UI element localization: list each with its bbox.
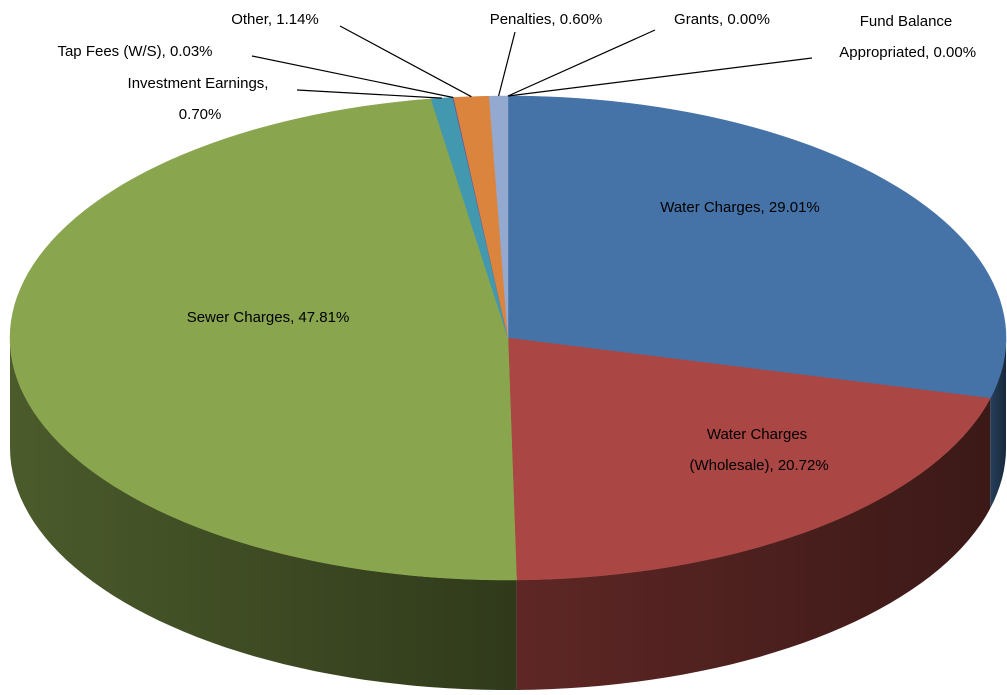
data-label: Grants, 0.00% (674, 11, 770, 28)
label-line: Fund Balance (860, 13, 953, 30)
data-label: Water Charges, 29.01% (660, 199, 820, 216)
data-label: Investment Earnings, 0.70% (128, 75, 269, 123)
label-line: Water Charges (707, 426, 807, 443)
data-label: Water Charges (Wholesale), 20.72% (685, 426, 828, 474)
leader-line (507, 29, 656, 97)
pie-slice (507, 95, 1007, 399)
data-label: Other, 1.14% (231, 11, 319, 28)
data-label: Penalties, 0.60% (490, 11, 603, 28)
pie-side (516, 398, 991, 690)
leader-line (339, 25, 472, 98)
data-label: Tap Fees (W/S), 0.03% (57, 43, 212, 60)
pie-slice (9, 98, 517, 581)
data-label: Fund Balance Appropriated, 0.00% (836, 13, 976, 61)
data-label: Sewer Charges, 47.81% (187, 309, 350, 326)
pie-side (990, 338, 1006, 509)
leader-line (296, 89, 442, 99)
pie-slice (507, 337, 991, 581)
pie-side (10, 338, 517, 690)
leader-line (498, 31, 516, 97)
label-line: Appropriated, 0.00% (836, 44, 976, 61)
label-line: (Wholesale), 20.72% (685, 457, 828, 474)
leader-line (507, 57, 813, 97)
label-line: Investment Earnings, (128, 75, 269, 92)
label-line: 0.70% (175, 106, 222, 123)
leader-line (251, 55, 454, 99)
